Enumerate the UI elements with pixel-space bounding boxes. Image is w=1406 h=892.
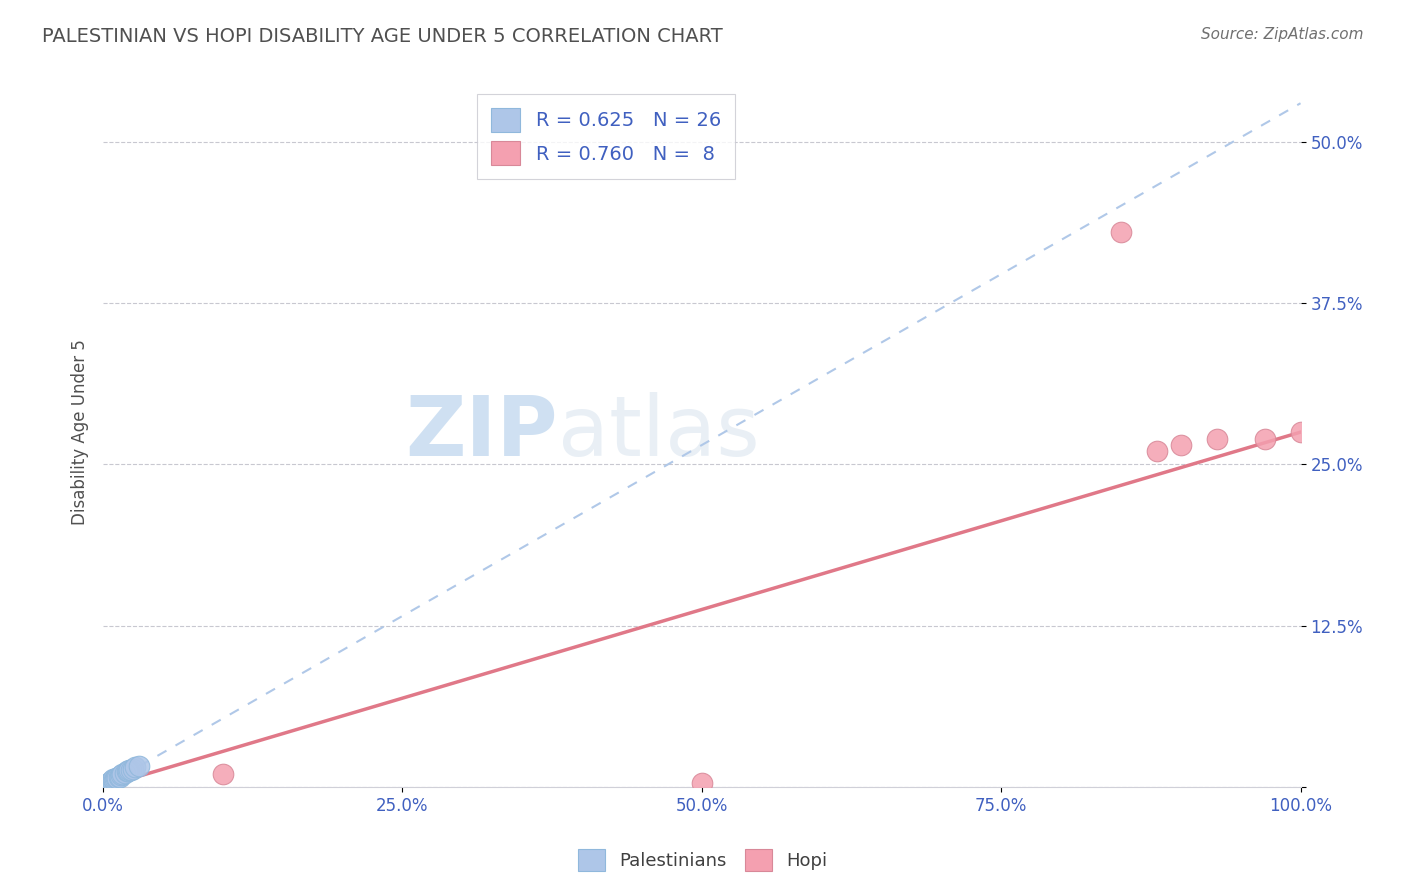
- Point: [100, 773, 122, 788]
- Point: [98, 777, 121, 791]
- Point: [212, 767, 235, 781]
- Text: ZIP: ZIP: [406, 392, 558, 473]
- Point: [96, 779, 118, 793]
- Legend: Palestinians, Hopi: Palestinians, Hopi: [571, 842, 835, 879]
- Point: [110, 768, 132, 782]
- Point: [1170, 438, 1192, 452]
- Point: [1146, 444, 1168, 458]
- Text: atlas: atlas: [558, 392, 759, 473]
- Y-axis label: Disability Age Under 5: Disability Age Under 5: [72, 339, 89, 525]
- Point: [105, 771, 128, 785]
- Point: [120, 763, 142, 777]
- Point: [115, 764, 138, 779]
- Point: [108, 770, 131, 784]
- Point: [107, 771, 129, 785]
- Point: [101, 772, 124, 786]
- Point: [1109, 225, 1132, 239]
- Point: [114, 765, 136, 780]
- Point: [97, 777, 120, 791]
- Point: [98, 779, 121, 793]
- Point: [100, 776, 122, 790]
- Point: [111, 767, 134, 781]
- Point: [124, 760, 146, 774]
- Point: [104, 772, 127, 786]
- Point: [98, 774, 121, 789]
- Point: [128, 759, 150, 773]
- Point: [122, 762, 145, 776]
- Point: [103, 773, 125, 788]
- Point: [98, 776, 121, 790]
- Point: [1289, 425, 1312, 439]
- Text: PALESTINIAN VS HOPI DISABILITY AGE UNDER 5 CORRELATION CHART: PALESTINIAN VS HOPI DISABILITY AGE UNDER…: [42, 27, 723, 45]
- Legend: R = 0.625   N = 26, R = 0.760   N =  8: R = 0.625 N = 26, R = 0.760 N = 8: [478, 95, 735, 178]
- Point: [117, 764, 139, 779]
- Point: [101, 774, 124, 789]
- Point: [690, 776, 713, 790]
- Text: Source: ZipAtlas.com: Source: ZipAtlas.com: [1201, 27, 1364, 42]
- Point: [118, 763, 141, 777]
- Point: [1205, 432, 1227, 446]
- Point: [107, 770, 129, 784]
- Point: [1253, 432, 1275, 446]
